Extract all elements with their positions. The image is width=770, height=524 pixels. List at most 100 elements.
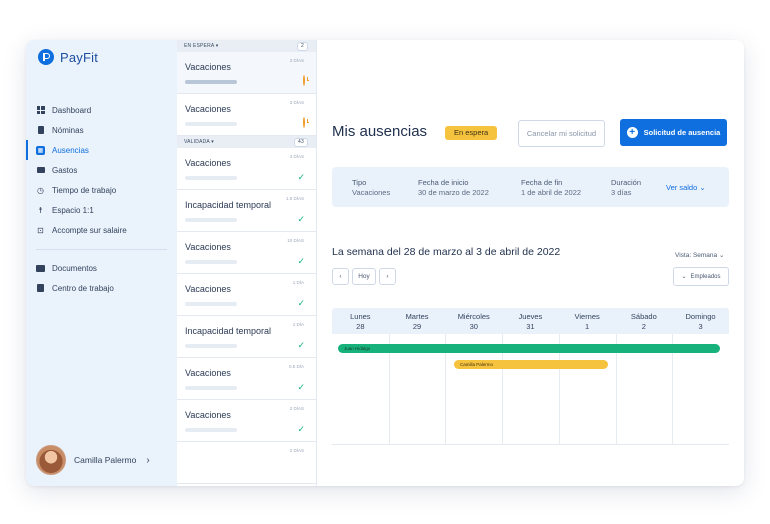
- document-icon: [36, 126, 45, 135]
- new-absence-button[interactable]: + Solicitud de ausencia: [620, 119, 727, 146]
- placeholder-bar: [185, 344, 237, 348]
- day-name: Miércoles: [457, 312, 490, 321]
- day-divider: [502, 334, 504, 445]
- ver-saldo-link[interactable]: Ver saldo ⌄: [666, 183, 706, 192]
- day-divider: [388, 334, 390, 445]
- sidebar-nav: Dashboard Nóminas ▦ Ausencias Gastos ◷ T…: [26, 100, 177, 298]
- clock-icon: [303, 117, 305, 128]
- day-header: Martes 29: [389, 312, 446, 332]
- today-button[interactable]: Hoy: [352, 268, 376, 285]
- sidebar-item-label: Espacio 1:1: [52, 205, 94, 215]
- list-item[interactable]: Vacaciones 1 DÍA ✓: [177, 274, 316, 316]
- calendar-icon: ▦: [36, 145, 45, 155]
- request-days: 0.5 DÍA: [288, 364, 304, 369]
- day-header: Sábado 2: [616, 312, 673, 332]
- day-number: 28: [356, 322, 365, 331]
- cancel-request-button[interactable]: Cancelar mi solicitud: [518, 120, 605, 147]
- page-title: Mis ausencias: [332, 123, 428, 140]
- group-title: EN ESPERA: [184, 43, 215, 49]
- sidebar: PayFit Dashboard Nóminas ▦ Ausencias Gas…: [26, 40, 177, 486]
- chevron-left-icon: ‹: [339, 273, 342, 280]
- request-title: Vacaciones: [185, 104, 231, 114]
- group-header-pending[interactable]: EN ESPERA ▾ 2: [177, 40, 316, 52]
- summary-label: Tipo: [352, 178, 367, 187]
- chevron-down-icon: ▾: [215, 43, 219, 49]
- logo-text: PayFit: [60, 49, 99, 65]
- request-summary: Tipo Vacaciones Fecha de inicio 30 de ma…: [332, 167, 729, 207]
- day-number: 29: [412, 322, 422, 331]
- request-title: Incapacidad temporal: [185, 326, 272, 336]
- sidebar-item-gastos[interactable]: Gastos: [26, 160, 177, 180]
- request-days: 1 DÍA: [292, 322, 304, 327]
- logo[interactable]: PayFit: [38, 49, 98, 65]
- list-item[interactable]: 2 DÍAS: [177, 442, 316, 484]
- day-divider: [445, 334, 447, 445]
- person-icon: ☨: [38, 205, 43, 215]
- sidebar-item-accompte[interactable]: ⊡ Accompte sur salaire: [26, 220, 177, 240]
- placeholder-bar: [185, 218, 237, 222]
- sidebar-item-documentos[interactable]: Documentos: [26, 258, 177, 278]
- summary-label: Duración: [611, 178, 642, 187]
- list-item[interactable]: Vacaciones 3 DÍAS: [177, 94, 316, 136]
- request-days: 1.5 DÍAS: [285, 196, 304, 201]
- placeholder-bar: [185, 122, 237, 126]
- clock-icon: ◷: [37, 185, 44, 195]
- summary-value: Vacaciones: [352, 188, 391, 197]
- view-select[interactable]: Vista: Semana ⌄: [675, 251, 724, 259]
- status-badge: En espera: [445, 126, 498, 140]
- view-select-value: Vista: Semana: [675, 252, 718, 259]
- request-title: Vacaciones: [185, 242, 231, 252]
- dashboard-icon: [36, 106, 45, 115]
- list-item[interactable]: Vacaciones 3 DÍAS: [177, 52, 316, 94]
- summary-label: Fecha de inicio: [418, 178, 469, 187]
- list-item[interactable]: Vacaciones 2 DÍAS ✓: [177, 400, 316, 442]
- prev-week-button[interactable]: ‹: [332, 268, 349, 285]
- summary-label: Fecha de fin: [521, 178, 563, 187]
- absence-event[interactable]: Juan Hidalgo: [338, 344, 720, 353]
- sidebar-item-label: Tiempo de trabajo: [52, 185, 117, 195]
- day-header: Miércoles 30: [445, 312, 502, 332]
- sidebar-item-nominas[interactable]: Nóminas: [26, 120, 177, 140]
- group-title: VALIDADA: [184, 139, 210, 145]
- list-item[interactable]: Vacaciones 4 DÍAS ✓: [177, 148, 316, 190]
- check-icon: ✓: [297, 214, 305, 224]
- main-content: Mis ausencias En espera Cancelar mi soli…: [317, 40, 744, 486]
- day-name: Martes: [405, 312, 429, 321]
- day-number: 30: [469, 322, 478, 331]
- employees-filter-button[interactable]: ⌄ Empleados: [673, 267, 729, 286]
- sidebar-item-label: Dashboard: [52, 105, 92, 115]
- avatar: [36, 445, 66, 475]
- sidebar-item-label: Ausencias: [52, 145, 89, 155]
- list-item[interactable]: Vacaciones 10 DÍAS ✓: [177, 232, 316, 274]
- day-divider: [672, 334, 674, 445]
- list-item[interactable]: Vacaciones 0.5 DÍA ✓: [177, 358, 316, 400]
- sidebar-item-tiempo-de-trabajo[interactable]: ◷ Tiempo de trabajo: [26, 180, 177, 200]
- day-number: 2: [641, 322, 646, 331]
- sidebar-item-label: Accompte sur salaire: [52, 225, 127, 235]
- sidebar-item-ausencias[interactable]: ▦ Ausencias: [26, 140, 177, 160]
- user-menu[interactable]: Camilla Palermo ›: [36, 445, 150, 475]
- day-header: Viernes 1: [559, 312, 616, 332]
- sidebar-item-centro-de-trabajo[interactable]: Centro de trabajo: [26, 278, 177, 298]
- chevron-down-icon: ▾: [211, 139, 214, 145]
- sidebar-item-espacio-1-1[interactable]: ☨ Espacio 1:1: [26, 200, 177, 220]
- day-divider: [615, 334, 617, 445]
- request-title: Vacaciones: [185, 410, 231, 420]
- request-days: 3 DÍAS: [289, 100, 304, 105]
- sidebar-item-dashboard[interactable]: Dashboard: [26, 100, 177, 120]
- check-icon: ✓: [297, 382, 305, 392]
- list-item[interactable]: Incapacidad temporal 1.5 DÍAS ✓: [177, 190, 316, 232]
- day-divider: [558, 334, 560, 445]
- group-header-validated[interactable]: VALIDADA ▾ 43: [177, 136, 316, 148]
- next-week-button[interactable]: ›: [379, 268, 396, 285]
- new-absence-label: Solicitud de ausencia: [643, 128, 721, 137]
- sidebar-item-label: Nóminas: [52, 125, 84, 135]
- absence-event[interactable]: Camilla Palermo: [454, 360, 608, 369]
- badge-icon: [36, 284, 45, 293]
- group-count: 2: [297, 41, 308, 51]
- list-item[interactable]: Incapacidad temporal 1 DÍA ✓: [177, 316, 316, 358]
- request-days: 2 DÍAS: [289, 448, 304, 453]
- request-days: 4 DÍAS: [289, 154, 304, 159]
- day-number: 1: [585, 322, 590, 331]
- week-title: La semana del 28 de marzo al 3 de abril …: [332, 246, 561, 258]
